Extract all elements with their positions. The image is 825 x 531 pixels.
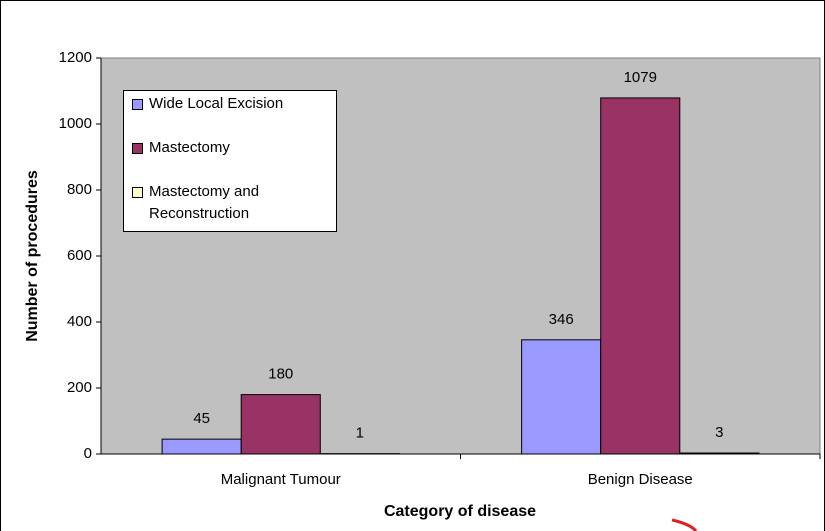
data-label: 1	[356, 425, 364, 442]
legend-swatch	[132, 143, 143, 154]
legend: Wide Local Excision Mastectomy Mastectomy …	[123, 90, 337, 232]
y-tick-label: 800	[67, 181, 92, 198]
y-tick-label: 1200	[59, 49, 92, 66]
bar	[521, 339, 602, 455]
legend-swatch	[132, 99, 143, 110]
y-tick-label: 200	[67, 379, 92, 396]
bar	[679, 452, 760, 455]
x-tick-label: Benign Disease	[588, 471, 693, 488]
x-tick-label: Malignant Tumour	[221, 471, 341, 488]
y-tick-label: 600	[67, 247, 92, 264]
legend-entry: Mastectomy and Reconstruction	[132, 181, 332, 225]
x-axis-label: Category of disease	[384, 503, 536, 520]
legend-entry: Wide Local Excision	[132, 93, 332, 115]
bar	[600, 97, 681, 455]
legend-swatch	[132, 187, 143, 198]
data-label: 1079	[624, 69, 657, 86]
data-label: 45	[193, 410, 210, 427]
bar	[240, 394, 321, 455]
legend-label: Mastectomy	[149, 139, 230, 156]
bar	[161, 438, 242, 455]
y-tick-label: 1000	[59, 115, 92, 132]
y-tick-label: 400	[67, 313, 92, 330]
y-axis-label: Number of procedures	[24, 170, 41, 342]
y-tick-label: 0	[84, 445, 92, 462]
data-label: 180	[268, 366, 293, 383]
legend-label: Wide Local Excision	[149, 95, 284, 112]
data-label: 3	[715, 424, 723, 441]
decoration	[671, 518, 698, 531]
data-label: 346	[549, 311, 574, 328]
legend-label: Mastectomy and Reconstruction	[149, 183, 260, 222]
legend-entry: Mastectomy	[132, 137, 332, 159]
